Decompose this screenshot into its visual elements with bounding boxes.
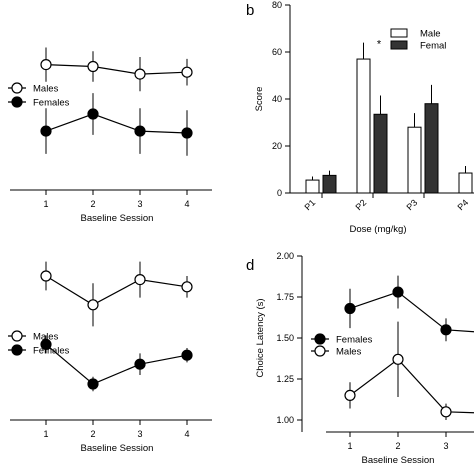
legend-label: Femal [420,41,446,52]
x-tick-label: 2 [395,441,400,451]
legend-marker [11,82,23,94]
bar [458,172,473,194]
x-tick-label: 1 [43,429,48,439]
y-tick-label: 40 [272,94,282,104]
data-point [40,338,52,350]
y-tick-label: 2.00 [276,251,294,261]
data-point [181,66,193,78]
series-line [45,275,188,306]
panel-b: b 0 20 40 60 80 Score P1 P2 P3 P4 Dose (mg/kg) * Male… [246,0,474,235]
x-tick-label: 4 [184,429,189,439]
data-point [40,270,52,282]
data-point [40,58,52,71]
x-tick-label: P3 [404,197,419,212]
series-females [40,93,193,156]
data-point [134,358,146,370]
legend-label: Females [33,98,70,109]
data-point [344,389,356,401]
x-tick-label: 3 [137,429,142,439]
bar [356,58,371,194]
panel-d: d 1 2 3 Baseline Session 1.00 1.25 1.50 1.75 2.00… [246,251,474,466]
y-tick-label: 0 [277,188,282,198]
data-point [134,125,146,137]
x-axis-title: Baseline Session [81,213,154,224]
data-point [181,281,193,293]
data-point [440,324,452,336]
legend-label: Females [33,346,70,357]
panel-letter: b [246,2,254,19]
data-point [87,108,99,120]
y-tick-label: 1.75 [276,292,294,302]
series-males [40,261,193,327]
series-females [40,335,193,392]
x-tick-label: 3 [443,441,448,451]
series-line [349,358,474,414]
x-tick-label: 3 [137,199,142,209]
series-females [344,275,474,342]
legend-label: Male [420,29,441,40]
x-tick-label: 4 [184,199,189,209]
bar [305,179,320,194]
series-males [40,47,193,92]
y-tick-label: 1.25 [276,374,294,384]
panel-letter: d [246,257,254,274]
x-tick-label: 1 [347,441,352,451]
data-point [134,68,146,80]
legend-marker [314,333,326,345]
significance-marker: * [377,38,382,50]
bar [322,174,337,194]
data-point [87,299,99,311]
legend-marker [11,330,23,342]
legend-swatch [390,28,408,38]
y-tick-label: 1.00 [276,415,294,425]
y-tick-label: 60 [272,47,282,57]
bar [407,126,422,194]
series-males [344,321,474,420]
y-tick-label: 1.50 [276,333,294,343]
x-axis-title: Baseline Session [81,443,154,454]
legend-marker [11,344,23,356]
data-point [87,378,99,390]
x-tick-label: 2 [90,199,95,209]
series-line [45,113,188,134]
data-point [134,274,146,286]
bar [424,103,439,194]
x-axis-title: Dose (mg/kg) [349,224,406,235]
x-tick-label: 2 [90,429,95,439]
series-line [45,343,188,385]
panel-a: 1 2 3 4 Baseline Session Males Females [8,47,212,224]
series-line [45,64,188,75]
series-males [305,42,473,194]
x-tick-label: P4 [455,197,470,212]
bar [373,113,388,194]
x-tick-label: 1 [43,199,48,209]
legend-label: Males [33,332,59,343]
legend-label: Males [336,347,362,358]
data-point [181,349,193,361]
x-axis-title: Baseline Session [362,455,435,466]
legend-label: Males [33,84,59,95]
y-axis-title: Choice Latency (s) [255,298,266,377]
data-point [87,60,99,73]
data-point [181,127,193,139]
x-tick-label: P1 [302,197,317,212]
y-tick-label: 20 [272,141,282,151]
legend-label: Females [336,335,373,346]
legend-swatch [390,40,408,50]
legend-marker [314,345,326,357]
x-tick-label: P2 [353,197,368,212]
series-females [322,84,439,194]
data-point [392,353,404,365]
y-axis-title: Score [254,87,265,112]
legend-marker [11,96,23,108]
data-point [40,125,52,137]
panel-c: 1 2 3 4 Baseline Session Males Females [8,261,212,454]
y-tick-label: 80 [272,0,282,10]
data-point [344,302,356,315]
data-point [440,406,452,418]
series-line [349,291,474,333]
data-point [392,286,404,298]
